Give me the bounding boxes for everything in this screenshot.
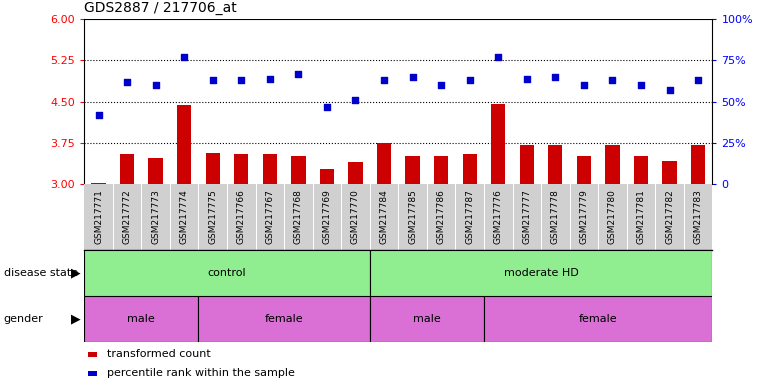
Text: GSM217781: GSM217781	[637, 190, 646, 244]
Text: male: male	[127, 314, 155, 324]
Bar	[634, 156, 648, 184]
Text: female: female	[265, 314, 303, 324]
Point	[607, 77, 619, 83]
Text: GDS2887 / 217706_at: GDS2887 / 217706_at	[84, 1, 237, 15]
Point	[635, 82, 647, 88]
Text: disease state: disease state	[4, 268, 78, 278]
Text: GSM217768: GSM217768	[294, 190, 303, 244]
Text: GSM217776: GSM217776	[494, 190, 502, 244]
Point	[378, 77, 390, 83]
Bar	[577, 156, 591, 184]
Text: control: control	[208, 268, 247, 278]
Bar	[84, 296, 198, 342]
Text: GSM217766: GSM217766	[237, 190, 246, 244]
Text: GSM217775: GSM217775	[208, 190, 218, 244]
Point	[663, 87, 676, 93]
Text: GSM217773: GSM217773	[151, 190, 160, 244]
Bar	[198, 296, 370, 342]
Bar	[519, 145, 534, 184]
Text: ▶: ▶	[70, 312, 80, 325]
Point	[178, 54, 190, 60]
Text: GSM217787: GSM217787	[465, 190, 474, 244]
Point	[549, 74, 561, 80]
Bar	[605, 145, 620, 184]
Text: transformed count: transformed count	[107, 349, 211, 359]
Bar	[370, 250, 712, 296]
Text: GSM217783: GSM217783	[693, 190, 702, 244]
Bar	[663, 161, 676, 184]
Point	[407, 74, 419, 80]
Text: gender: gender	[4, 314, 44, 324]
Bar	[177, 104, 192, 184]
Bar	[120, 154, 134, 184]
Text: GSM217785: GSM217785	[408, 190, 417, 244]
Point	[321, 104, 333, 110]
Point	[463, 77, 476, 83]
Point	[264, 76, 276, 82]
Text: female: female	[579, 314, 617, 324]
Text: GSM217784: GSM217784	[379, 190, 388, 244]
Bar	[434, 156, 448, 184]
Point	[93, 112, 105, 118]
Bar	[370, 296, 484, 342]
Text: GSM217772: GSM217772	[123, 190, 132, 244]
Bar	[484, 296, 712, 342]
Text: GSM217777: GSM217777	[522, 190, 532, 244]
Text: male: male	[413, 314, 440, 324]
Bar	[320, 169, 334, 184]
Point	[149, 82, 162, 88]
Bar	[149, 158, 163, 184]
Point	[121, 79, 133, 85]
Text: GSM217778: GSM217778	[551, 190, 560, 244]
Text: GSM217770: GSM217770	[351, 190, 360, 244]
Bar	[377, 143, 391, 184]
Bar	[405, 156, 420, 184]
Point	[492, 54, 504, 60]
Point	[578, 82, 590, 88]
Bar	[691, 145, 705, 184]
Text: moderate HD: moderate HD	[504, 268, 578, 278]
Point	[293, 71, 305, 77]
Text: ▶: ▶	[70, 266, 80, 279]
Text: GSM217780: GSM217780	[608, 190, 617, 244]
Text: GSM217774: GSM217774	[180, 190, 188, 244]
Point	[435, 82, 447, 88]
Bar	[349, 162, 362, 184]
Bar	[463, 154, 476, 184]
Point	[349, 97, 362, 103]
Text: GSM217771: GSM217771	[94, 190, 103, 244]
Bar	[205, 153, 220, 184]
Bar	[291, 156, 306, 184]
Bar	[548, 145, 562, 184]
Bar	[234, 154, 248, 184]
Text: GSM217767: GSM217767	[265, 190, 274, 244]
Point	[521, 76, 533, 82]
Text: GSM217786: GSM217786	[437, 190, 446, 244]
Text: GSM217782: GSM217782	[665, 190, 674, 244]
Bar	[491, 104, 506, 184]
Bar	[84, 250, 370, 296]
Text: GSM217779: GSM217779	[579, 190, 588, 244]
Bar	[91, 183, 106, 184]
Bar	[263, 154, 277, 184]
Text: percentile rank within the sample: percentile rank within the sample	[107, 368, 295, 379]
Point	[235, 77, 247, 83]
Point	[692, 77, 704, 83]
Point	[207, 77, 219, 83]
Text: GSM217769: GSM217769	[322, 190, 332, 244]
